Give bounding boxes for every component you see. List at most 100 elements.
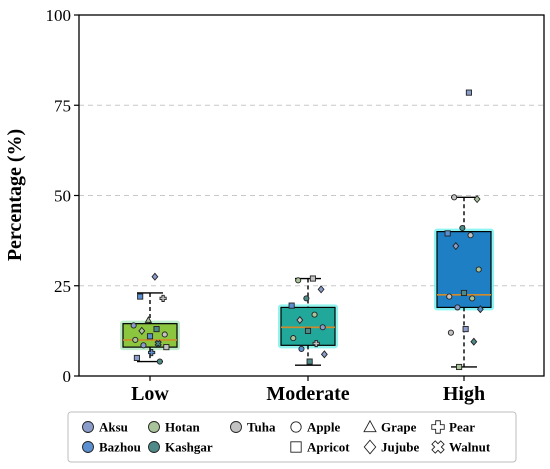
data-point: [298, 345, 305, 352]
boxes: [120, 196, 494, 368]
legend-label: Hotan: [165, 420, 200, 435]
box-body: [436, 231, 492, 309]
data-point: [309, 275, 316, 282]
y-tick-label: 25: [54, 277, 71, 296]
data-point: [320, 350, 328, 359]
legend-label: Bazhou: [99, 440, 141, 455]
legend-region-aksu: Aksu: [82, 420, 128, 435]
data-point: [140, 342, 147, 349]
data-point: [467, 232, 474, 239]
legend-marker: [363, 419, 377, 433]
data-point: [137, 293, 144, 300]
box-body: [280, 306, 336, 346]
data-points: [130, 89, 484, 371]
data-point: [296, 315, 304, 325]
legend-marker: [363, 439, 377, 455]
legend-fruit-pear: Pear: [431, 420, 475, 435]
legend-fruit-jujube: Jujube: [363, 439, 420, 455]
legend-marker: [82, 421, 94, 433]
legend-label: Jujube: [381, 440, 420, 455]
data-point: [303, 295, 310, 302]
axes: 0 25 50 75 100 Low Moderate High: [46, 6, 545, 405]
data-point: [290, 335, 297, 342]
data-point: [161, 331, 168, 338]
data-point: [469, 295, 476, 302]
data-point: [459, 224, 466, 232]
legend-marker: [230, 421, 242, 433]
data-point: [138, 326, 146, 335]
data-point: [452, 241, 460, 251]
data-point: [133, 354, 140, 362]
legend-marker-shape: [431, 440, 445, 454]
data-point: [163, 344, 170, 351]
data-point: [154, 339, 162, 348]
legend-marker: [290, 441, 302, 453]
data-point: [451, 194, 458, 201]
legend-label: Aksu: [99, 420, 128, 435]
legend-label: Tuha: [247, 420, 276, 435]
data-point: [311, 311, 318, 318]
data-point: [462, 326, 469, 333]
x-tick-label: Low: [131, 383, 169, 405]
legend-fruit-grape: Grape: [363, 419, 417, 435]
legend-region-hotan: Hotan: [148, 420, 200, 435]
data-point: [144, 315, 153, 323]
data-point: [130, 322, 137, 329]
legend-label: Walnut: [449, 440, 491, 455]
data-point: [447, 329, 454, 336]
legend-marker: [148, 421, 160, 433]
legend-label: Pear: [449, 420, 475, 435]
data-point: [465, 89, 472, 96]
data-point: [306, 358, 313, 365]
data-point: [446, 293, 453, 300]
data-point: [288, 302, 295, 309]
x-tick-label: High: [443, 383, 485, 405]
legend-marker: [431, 420, 445, 434]
legend-box: [67, 411, 517, 463]
legend-fruit-apricot: Apricot: [290, 440, 350, 455]
legend-label: Kashgar: [165, 440, 213, 455]
data-point: [146, 333, 154, 340]
legend-marker: [431, 440, 445, 454]
data-point: [151, 272, 159, 281]
legend-fruit-apple: Apple: [290, 420, 340, 435]
data-point: [295, 277, 302, 284]
data-point: [475, 266, 482, 273]
data-point: [470, 337, 478, 346]
data-point: [456, 363, 463, 371]
data-point: [476, 305, 484, 314]
data-point: [148, 348, 156, 357]
legend-marker: [148, 441, 160, 453]
box-moderate: [278, 277, 338, 366]
legend-region-tuha: Tuha: [230, 420, 276, 435]
data-point: [454, 304, 461, 311]
data-point: [319, 324, 326, 331]
legend-fruit-walnut: Walnut: [431, 440, 491, 455]
data-point: [153, 326, 160, 333]
data-point: [460, 289, 468, 297]
y-axis-title: Percentage (%): [4, 129, 26, 261]
data-point: [159, 294, 167, 302]
y-tick-label: 100: [46, 6, 72, 25]
legend-marker: [290, 421, 302, 433]
y-tick-label: 0: [63, 367, 72, 386]
box-high: [434, 196, 494, 368]
legend-label: Apple: [307, 420, 340, 435]
data-point: [312, 339, 320, 348]
data-point: [444, 230, 451, 237]
legend-label: Apricot: [307, 440, 350, 455]
legend-marker: [82, 441, 94, 453]
y-tick-label: 75: [54, 96, 71, 115]
x-tick-label: Moderate: [266, 383, 349, 405]
data-point: [156, 358, 163, 365]
data-point: [473, 195, 481, 204]
legend-region-kashgar: Kashgar: [148, 440, 213, 455]
data-point-shape: [154, 339, 162, 348]
legend: Aksu Bazhou Hotan Kashgar Tuha Apple Apricot Gr…: [67, 411, 517, 463]
data-point: [132, 336, 139, 343]
legend-region-bazhou: Bazhou: [82, 440, 141, 455]
legend-label: Grape: [381, 420, 417, 435]
data-point: [304, 327, 312, 334]
data-point: [317, 285, 325, 294]
